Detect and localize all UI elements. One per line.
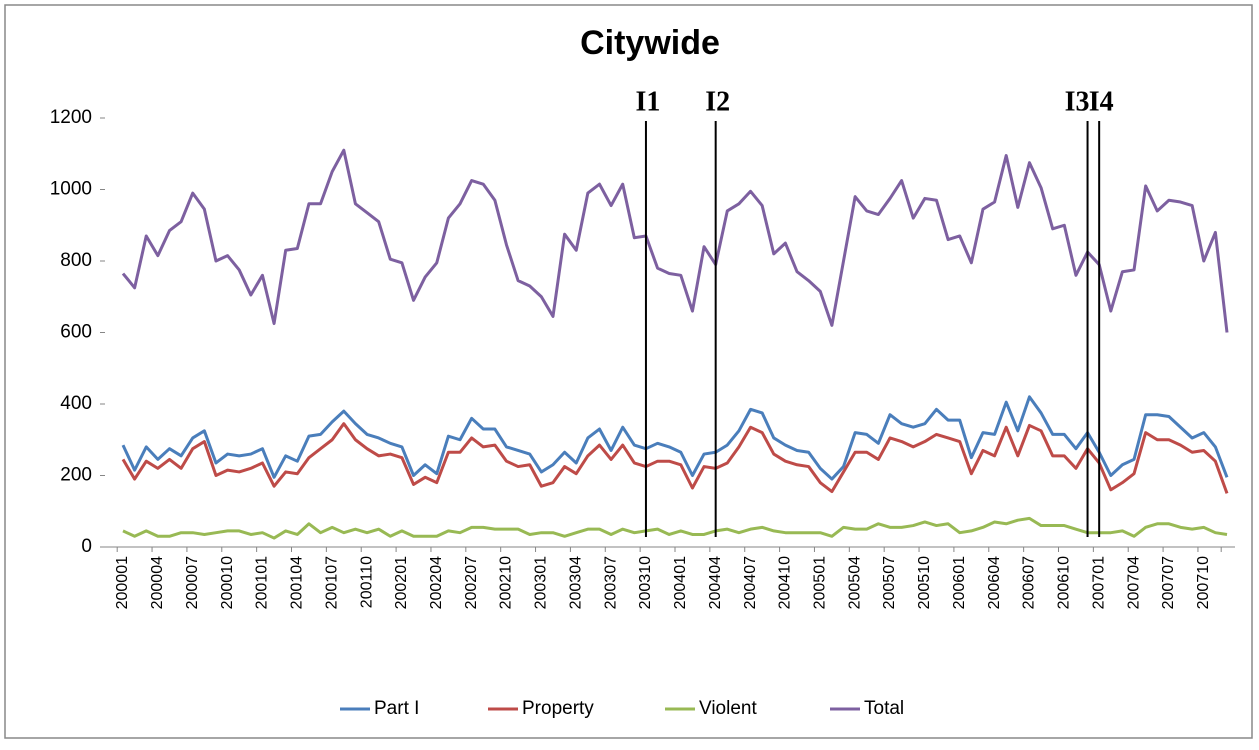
x-tick-label: 200107 <box>323 556 340 609</box>
chart-frame <box>4 4 1253 739</box>
x-tick-label: 200704 <box>1125 556 1142 609</box>
y-tick-label: 1200 <box>50 107 92 128</box>
y-tick-label: 600 <box>60 322 92 343</box>
y-tick-label: 800 <box>60 250 92 271</box>
annotation-label: I4 <box>1089 86 1114 117</box>
series-line <box>121 395 1229 481</box>
y-tick-label: 0 <box>81 536 92 557</box>
x-tick-label: 200301 <box>533 556 550 609</box>
y-tick-label: 400 <box>60 393 92 414</box>
x-tick-label: 200610 <box>1056 556 1073 609</box>
x-tick-label: 200210 <box>498 556 515 609</box>
x-tick-label: 200701 <box>1090 556 1107 609</box>
x-tick-label: 200407 <box>742 556 759 609</box>
x-tick-label: 200001 <box>114 556 131 609</box>
x-tick-label: 200607 <box>1021 556 1038 609</box>
y-tick-label: 1000 <box>50 179 92 200</box>
x-tick-label: 200307 <box>602 556 619 609</box>
x-tick-label: 200404 <box>707 556 724 609</box>
x-tick-label: 200410 <box>777 556 794 609</box>
series-line <box>121 422 1229 494</box>
x-tick-label: 200707 <box>1160 556 1177 609</box>
series-line <box>121 148 1229 333</box>
x-tick-label: 200101 <box>254 556 271 609</box>
annotation-label: I1 <box>635 86 660 117</box>
y-tick-label: 200 <box>60 465 92 486</box>
annotation-label: I3 <box>1065 86 1090 117</box>
x-tick-label: 200310 <box>637 556 654 609</box>
x-tick-label: 200507 <box>881 556 898 609</box>
legend-label: Property <box>522 698 594 719</box>
x-tick-label: 200304 <box>567 556 584 609</box>
x-tick-label: 200010 <box>219 556 236 609</box>
legend-label: Total <box>864 698 904 719</box>
x-tick-label: 200201 <box>393 556 410 609</box>
x-tick-label: 200207 <box>463 556 480 609</box>
x-tick-label: 200104 <box>289 556 306 609</box>
x-tick-label: 200204 <box>428 556 445 609</box>
x-tick-label: 200604 <box>986 556 1003 609</box>
x-tick-label: 200710 <box>1195 556 1212 609</box>
x-tick-label: 200501 <box>811 556 828 609</box>
x-tick-label: 200007 <box>184 556 201 609</box>
annotation-label: I2 <box>705 86 730 117</box>
x-tick-label: 200004 <box>149 556 166 609</box>
x-tick-label: 200601 <box>951 556 968 609</box>
legend-label: Violent <box>699 698 757 719</box>
chart-title: Citywide <box>580 24 720 62</box>
x-tick-label: 200504 <box>846 556 863 609</box>
x-tick-label: 200401 <box>672 556 689 609</box>
x-tick-label: 200510 <box>916 556 933 609</box>
legend-label: Part I <box>374 698 419 719</box>
x-tick-label: 200110 <box>358 556 375 608</box>
series-line <box>122 516 1228 540</box>
